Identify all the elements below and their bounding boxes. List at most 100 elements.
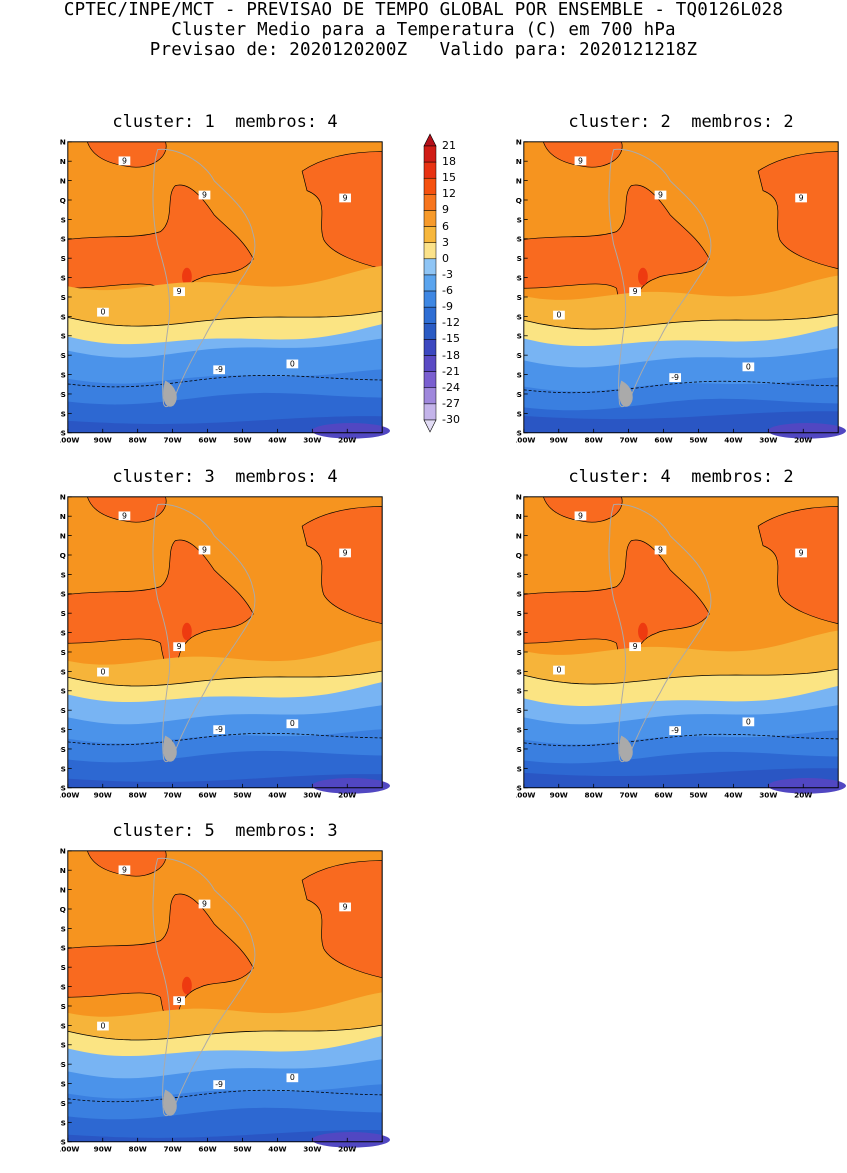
lat-tick-label: 5S <box>60 924 66 933</box>
colorbar-swatch <box>423 290 437 308</box>
cold-spot <box>311 1131 390 1148</box>
lon-tick-label: 40W <box>268 791 286 800</box>
contour-label-0: 0 <box>100 308 105 317</box>
isotherm-9-region-east <box>301 860 383 979</box>
lon-tick-label: 20W <box>338 791 356 800</box>
hot-spot <box>182 622 192 641</box>
lat-tick-label: 5N <box>516 532 522 541</box>
lat-tick-label: 25S <box>60 293 66 302</box>
lat-tick-label: 50S <box>60 745 66 754</box>
colorbar-level-label: -30 <box>442 413 460 426</box>
contour-label-9: 9 <box>658 545 663 554</box>
lat-tick-label: 5S <box>60 215 66 224</box>
contour-label-0: 0 <box>100 668 105 677</box>
lon-tick-label: 60W <box>198 1145 216 1154</box>
lat-tick-label: 50S <box>516 390 522 399</box>
cold-spot <box>767 777 846 794</box>
contour-label-0: 0 <box>100 1022 105 1031</box>
lon-tick-label: 30W <box>759 436 777 445</box>
lat-tick-label: 5S <box>60 570 66 579</box>
lon-tick-label: 100W <box>516 436 535 445</box>
colorbar-swatch <box>423 323 437 340</box>
contour-label-9: 9 <box>633 287 638 296</box>
lat-tick-label: 20S <box>516 629 522 638</box>
contour-label-9: 9 <box>122 511 127 520</box>
contour-label-minus9-bg <box>213 1080 225 1090</box>
lat-tick-label: 10S <box>516 590 522 599</box>
temperature-band-minus15 <box>523 768 839 788</box>
lat-tick-label: 45S <box>60 725 66 734</box>
contour-label-9-bg <box>654 545 667 555</box>
contour-label-9: 9 <box>633 642 638 651</box>
panel-title: cluster: 5 membros: 3 <box>112 821 338 841</box>
contour-label-9: 9 <box>658 190 663 199</box>
contour-label-9-bg <box>795 548 807 558</box>
cold-spot <box>311 777 390 794</box>
cold-spot <box>311 422 390 439</box>
lat-tick-label: 60S <box>60 1138 66 1147</box>
contour-label-9-bg <box>173 287 185 297</box>
colorbar-level-label: 3 <box>442 235 449 249</box>
colorbar-level-label: -12 <box>442 316 460 330</box>
lon-tick-label: 80W <box>129 791 147 800</box>
colorbar-swatch <box>423 242 437 260</box>
contour-label-9: 9 <box>122 865 127 874</box>
lon-tick-label: 90W <box>550 791 568 800</box>
contour-label-9-bg <box>654 190 667 200</box>
contour-label-minus9: -9 <box>215 725 223 734</box>
lat-tick-label: 55S <box>516 409 522 418</box>
contour-label-9: 9 <box>177 996 182 1005</box>
contour-label-0: 0 <box>746 362 751 371</box>
chart-header: CPTEC/INPE/MCT - PREVISAO DE TEMPO GLOBA… <box>0 0 847 60</box>
map-panel-cluster-5: cluster: 5 membros: 3 9 9 9 9 0 0 -9 15N 10N 5N EQ… <box>60 821 390 1154</box>
lon-tick-label: 40W <box>268 436 286 445</box>
lat-tick-label: 15N <box>516 138 522 147</box>
lon-tick-label: 40W <box>724 791 742 800</box>
lat-tick-label: 45S <box>60 370 66 379</box>
lat-tick-label: 55S <box>60 1118 66 1127</box>
map-frame <box>523 141 839 434</box>
lat-tick-label: 10N <box>60 157 66 166</box>
lat-tick-label: 15S <box>516 254 522 263</box>
contour-label-0: 0 <box>556 311 561 320</box>
colorbar-level-label: -21 <box>442 364 460 378</box>
contour-label-9-bg <box>574 511 587 521</box>
contour-label-0-bg <box>286 719 299 729</box>
lat-tick-label: 45S <box>60 1079 66 1088</box>
lat-tick-label: 20S <box>60 983 66 992</box>
colorbar-swatch <box>423 177 437 195</box>
contour-label-minus9: -9 <box>215 365 223 374</box>
isotherm-0-line <box>67 310 383 327</box>
lat-tick-label: 40S <box>516 351 522 360</box>
isotherm-0-line <box>523 313 839 330</box>
lat-tick-label: 20S <box>60 629 66 638</box>
lon-tick-label: 30W <box>303 436 321 445</box>
lat-tick-label: 20S <box>60 274 66 283</box>
lat-tick-label: 30S <box>516 312 522 321</box>
contour-label-0-bg <box>97 1021 109 1031</box>
lat-tick-label: 55S <box>60 409 66 418</box>
lat-tick-label: 35S <box>60 1041 66 1050</box>
panel-title: cluster: 1 membros: 4 <box>112 112 338 132</box>
colorbar-level-label: -24 <box>442 380 460 394</box>
lat-tick-label: 25S <box>60 648 66 657</box>
temperature-band-minus15 <box>67 1130 383 1142</box>
hot-spot <box>638 267 648 286</box>
hot-spot <box>638 622 648 641</box>
lon-tick-label: 100W <box>60 1145 79 1154</box>
isotherm-9-region-north <box>542 141 623 168</box>
lat-tick-label: 15N <box>60 493 66 502</box>
lat-tick-label: EQ <box>60 551 66 560</box>
colorbar-swatch <box>423 403 437 421</box>
contour-label-minus9-bg <box>213 725 225 735</box>
header-title-line2: Cluster Medio para a Temperatura (C) em … <box>171 20 676 40</box>
contour-label-0-bg <box>97 667 109 677</box>
lat-tick-label: 60S <box>60 429 66 438</box>
isotherm-minus9-line <box>523 733 839 747</box>
lon-tick-label: 20W <box>338 436 356 445</box>
lat-tick-label: EQ <box>516 551 522 560</box>
lat-tick-label: 15N <box>60 138 66 147</box>
contour-label-9: 9 <box>578 511 583 520</box>
map-plot-area: 9 9 9 9 0 0 -9 15N 10N 5N EQ 5S 10S 15S 20S 25S 30S 35S 40… <box>60 493 390 800</box>
map-panel-cluster-4: cluster: 4 membros: 2 9 9 9 9 0 0 -9 15N 10N 5N EQ… <box>516 467 846 800</box>
